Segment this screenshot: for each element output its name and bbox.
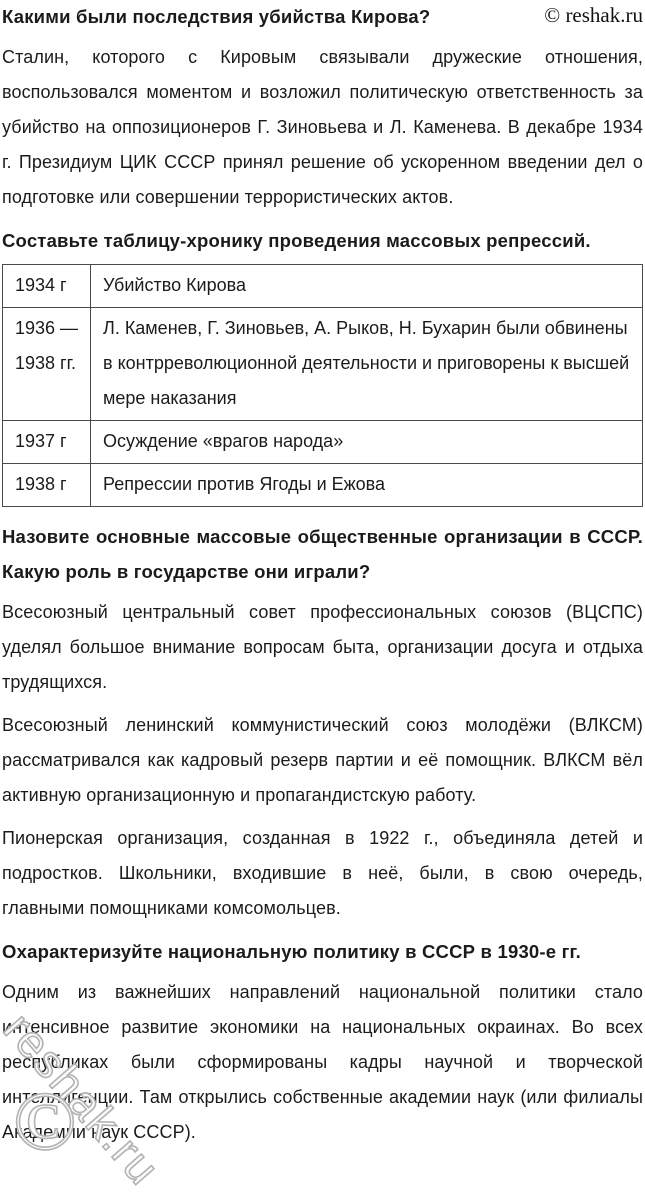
table-row: 1938 г Репрессии против Ягоды и Ежова [2, 463, 643, 507]
brand-logo: © reshak.ru [544, 3, 643, 27]
table-row: 1936 — 1938 гг. Л. Каменев, Г. Зиновьев,… [2, 307, 643, 421]
table-row: 1937 г Осуждение «врагов народа» [2, 420, 643, 464]
table-row: 1934 г Убийство Кирова [2, 264, 643, 308]
event-cell: Л. Каменев, Г. Зиновьев, А. Рыков, Н. Бу… [90, 307, 643, 421]
event-cell: Репрессии против Ягоды и Ежова [90, 463, 643, 507]
paragraph-vlksm: Всесоюзный ленинский коммунистический со… [2, 715, 643, 805]
page-title: Какими были последствия убийства Кирова? [2, 6, 431, 27]
paragraph-vtssps: Всесоюзный центральный совет профессиона… [2, 602, 643, 692]
event-cell: Убийство Кирова [90, 264, 643, 308]
repression-chronology-table: 1934 г Убийство Кирова 1936 — 1938 гг. Л… [2, 264, 643, 507]
paragraph-kirov-consequences: Сталин, которого с Кировым связывали дру… [2, 47, 643, 207]
year-cell: 1938 г [2, 463, 91, 507]
paragraph-national-policy: Одним из важнейших направлений националь… [2, 982, 643, 1142]
header-row: Какими были последствия убийства Кирова?… [2, 2, 643, 32]
event-cell: Осуждение «врагов народа» [90, 420, 643, 464]
year-cell: 1934 г [2, 264, 91, 308]
heading-organizations: Назовите основные массовые общественные … [2, 526, 643, 582]
year-cell: 1937 г [2, 420, 91, 464]
year-cell: 1936 — 1938 гг. [2, 307, 91, 421]
paragraph-pioneers: Пионерская организация, созданная в 1922… [2, 828, 643, 918]
heading-national-policy: Охарактеризуйте национальную политику в … [2, 941, 581, 962]
heading-table-task: Составьте таблицу-хронику проведения мас… [2, 230, 591, 251]
